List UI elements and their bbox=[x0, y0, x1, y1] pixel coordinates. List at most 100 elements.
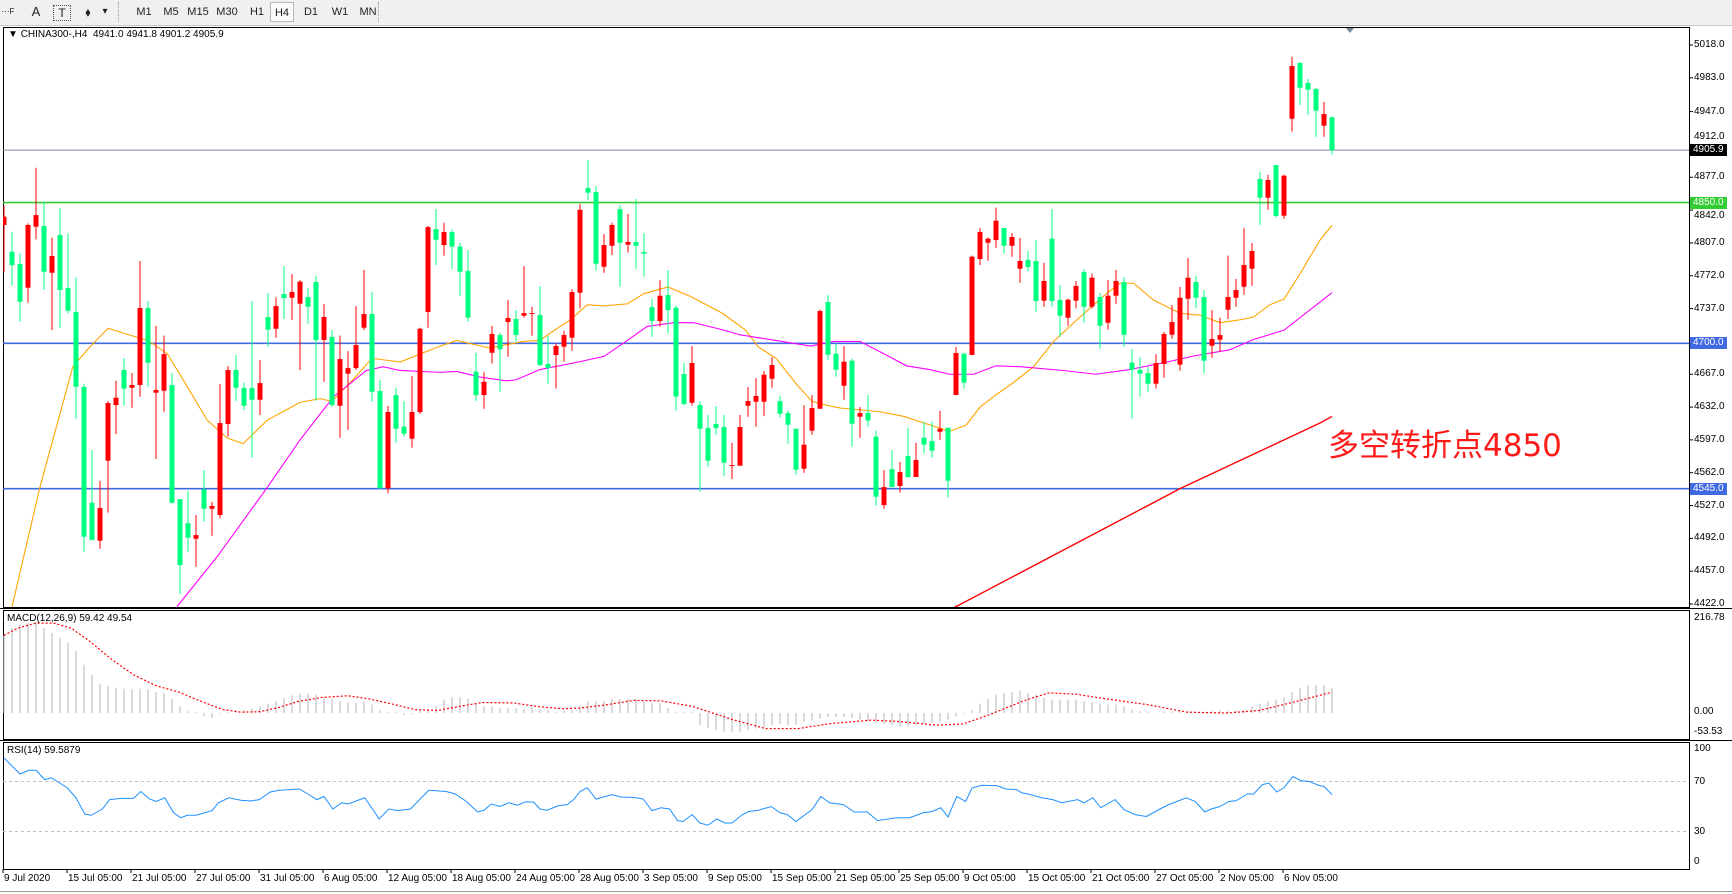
candle bbox=[1297, 62, 1303, 106]
chevron-down-icon[interactable]: ▾ bbox=[102, 6, 108, 17]
candle bbox=[1121, 277, 1127, 347]
candle bbox=[529, 306, 535, 336]
candle bbox=[3, 205, 7, 272]
timeframe-h4-button[interactable]: H4 bbox=[270, 2, 294, 22]
candle-body bbox=[377, 391, 383, 489]
candle bbox=[657, 280, 663, 327]
collapse-triangle-icon[interactable]: ▼ bbox=[8, 29, 18, 40]
candle-body bbox=[1177, 297, 1183, 365]
candle bbox=[265, 293, 271, 347]
candle-body bbox=[913, 460, 919, 478]
time-axis-label: 9 Oct 05:00 bbox=[964, 873, 1016, 884]
price-axis-label: 4597.0 bbox=[1694, 433, 1725, 445]
candle bbox=[737, 415, 743, 466]
candle bbox=[129, 373, 135, 408]
candle-body bbox=[233, 370, 239, 388]
candle-body bbox=[505, 318, 511, 322]
candle-body bbox=[553, 346, 559, 356]
fibo-grid-icon[interactable]: ⋯F bbox=[1, 7, 15, 16]
candle-body bbox=[1201, 297, 1207, 361]
candle bbox=[57, 208, 63, 328]
candle bbox=[97, 480, 103, 549]
candle bbox=[537, 286, 543, 367]
candle bbox=[49, 237, 55, 331]
candle bbox=[1305, 79, 1311, 116]
candle bbox=[73, 277, 79, 420]
candle-body bbox=[489, 333, 495, 353]
candle-body bbox=[145, 308, 151, 363]
timeframe-m30-button[interactable]: M30 bbox=[216, 6, 238, 18]
symbol-label: CHINA300-,H4 bbox=[20, 29, 88, 40]
candle-body bbox=[1305, 82, 1311, 90]
chart-annotation: 多空转折点4850 bbox=[1328, 428, 1562, 464]
candle-body bbox=[161, 354, 167, 391]
candle bbox=[489, 325, 495, 364]
candle bbox=[729, 442, 735, 480]
timeframe-m5-button[interactable]: M5 bbox=[163, 6, 179, 18]
candle-body bbox=[1217, 335, 1223, 340]
timeframe-mn-button[interactable]: MN bbox=[359, 6, 377, 18]
timeframe-w1-button[interactable]: W1 bbox=[331, 6, 349, 18]
candle bbox=[1225, 255, 1231, 319]
candle-body bbox=[1233, 290, 1239, 298]
candle-body bbox=[153, 389, 159, 393]
candle-body bbox=[113, 397, 119, 406]
text-tool-icon[interactable]: A bbox=[31, 4, 41, 19]
candle bbox=[433, 209, 439, 266]
candle-body bbox=[657, 295, 663, 322]
candle bbox=[513, 310, 519, 342]
candle bbox=[1065, 298, 1071, 326]
time-axis-label: 15 Oct 05:00 bbox=[1028, 873, 1086, 884]
text-label-tool-icon[interactable]: T bbox=[53, 5, 71, 21]
current-price-badge: 4905.9 bbox=[1690, 144, 1727, 157]
candle-body bbox=[769, 365, 775, 379]
candle-body bbox=[209, 506, 215, 509]
candle bbox=[321, 304, 327, 382]
candle-body bbox=[969, 256, 975, 356]
candle-body bbox=[81, 386, 87, 537]
candle-body bbox=[1081, 271, 1087, 307]
price-axis-label: 5018.0 bbox=[1694, 39, 1725, 50]
timeframe-d1-button[interactable]: D1 bbox=[303, 6, 319, 18]
candle bbox=[121, 358, 127, 406]
candle-body bbox=[777, 401, 783, 414]
candle bbox=[761, 371, 767, 417]
price-axis-label: 4737.0 bbox=[1694, 302, 1725, 314]
candle bbox=[193, 515, 199, 567]
candle bbox=[1105, 280, 1111, 330]
candle-body bbox=[945, 427, 951, 481]
candle-body bbox=[497, 335, 503, 350]
candle bbox=[857, 407, 863, 438]
candle bbox=[1209, 310, 1215, 358]
candle bbox=[945, 427, 951, 498]
price-badge-4700.0: 4700.0 bbox=[1690, 337, 1727, 350]
ma-mid-line bbox=[176, 292, 1333, 607]
time-axis-label: 9 Sep 05:00 bbox=[708, 873, 762, 884]
candle bbox=[465, 250, 471, 322]
candle bbox=[1153, 354, 1159, 389]
candle bbox=[993, 207, 999, 248]
arrows-tool-icon[interactable]: ⬧ bbox=[85, 5, 91, 19]
candle bbox=[889, 450, 895, 488]
candle-body bbox=[681, 374, 687, 405]
candle-body bbox=[257, 383, 263, 400]
time-axis-label: 28 Aug 05:00 bbox=[580, 873, 639, 884]
candle-body bbox=[721, 427, 727, 463]
candle-body bbox=[465, 271, 471, 318]
candle-body bbox=[129, 385, 135, 388]
candle bbox=[113, 380, 119, 435]
rsi-axis-label: 0 bbox=[1694, 856, 1700, 867]
price-badge-4850.0: 4850.0 bbox=[1690, 196, 1727, 209]
candle bbox=[1001, 228, 1007, 254]
candle-body bbox=[73, 312, 79, 387]
timeframe-h1-button[interactable]: H1 bbox=[249, 6, 265, 18]
candle-body bbox=[1257, 179, 1263, 198]
timeframe-m15-button[interactable]: M15 bbox=[187, 6, 209, 18]
price-axis-label: 4842.0 bbox=[1694, 209, 1725, 221]
timeframe-m1-button[interactable]: M1 bbox=[136, 6, 152, 18]
candle-body bbox=[825, 302, 831, 355]
candle-body bbox=[137, 308, 143, 386]
candle-body bbox=[1033, 261, 1039, 301]
candle-body bbox=[993, 220, 999, 241]
